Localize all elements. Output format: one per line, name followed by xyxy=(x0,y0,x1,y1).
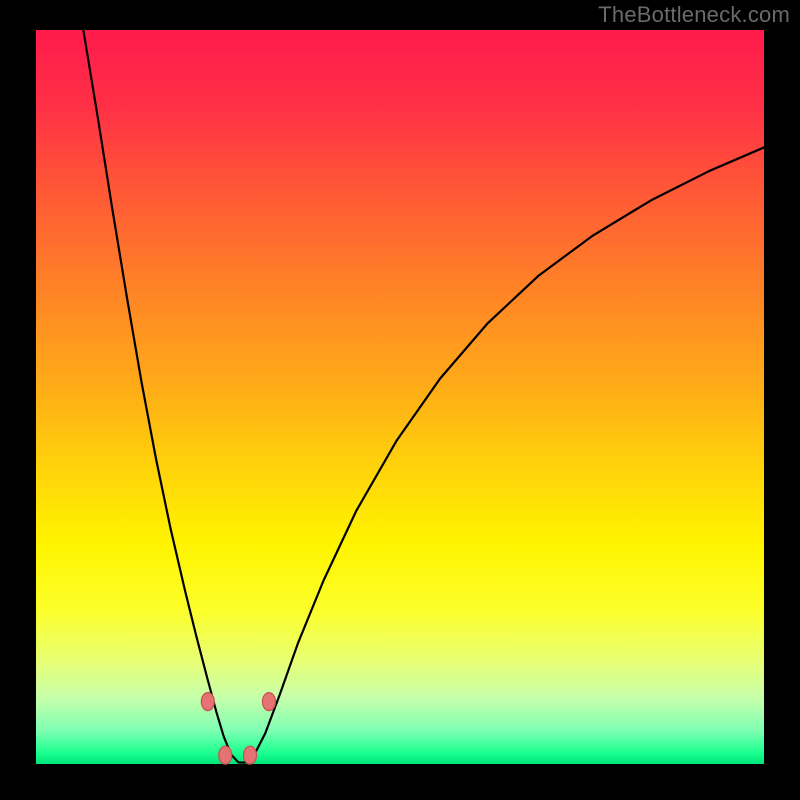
curve-marker xyxy=(201,693,214,711)
chart-canvas: TheBottleneck.com xyxy=(0,0,800,800)
curve-marker xyxy=(244,746,257,764)
bottleneck-chart-svg xyxy=(0,0,800,800)
curve-marker xyxy=(262,693,275,711)
curve-marker xyxy=(219,746,232,764)
